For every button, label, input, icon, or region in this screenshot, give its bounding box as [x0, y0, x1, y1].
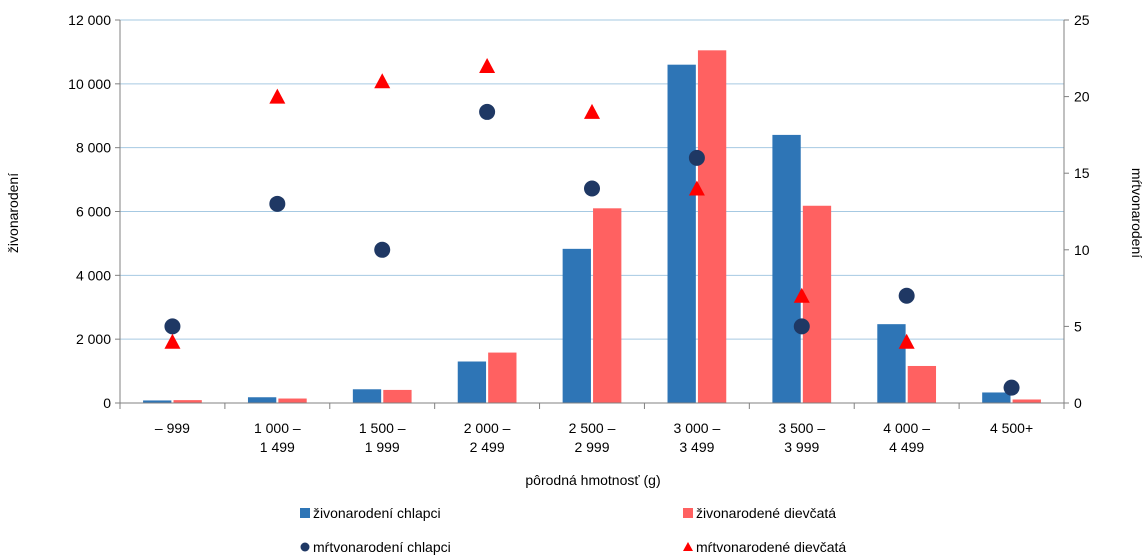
bar-girls-live	[173, 400, 202, 403]
bar-girls-live	[593, 208, 622, 403]
x-tick-label: 2 000 –2 499	[464, 420, 511, 455]
legend-swatch-boys-live	[300, 508, 310, 518]
bar-girls-live	[802, 205, 832, 403]
bar-boys-live	[562, 248, 591, 403]
y2-tick-label: 25	[1074, 12, 1090, 28]
y2-tick-label: 10	[1074, 242, 1090, 258]
point-boys-stillborn	[793, 318, 810, 335]
y-tick-label: 2 000	[76, 331, 111, 347]
x-tick-label: 2 500 –2 999	[569, 420, 616, 455]
x-tick-label: 1 500 –1 999	[359, 420, 406, 455]
bar-boys-live	[877, 324, 906, 403]
point-boys-stillborn	[374, 241, 391, 258]
point-boys-stillborn	[584, 180, 600, 197]
point-girls-stillborn	[793, 287, 810, 303]
point-girls-stillborn	[164, 333, 181, 349]
y2-axis-title: mŕtvonarodení	[1129, 168, 1145, 258]
y-axis-title: živonarodení	[5, 173, 21, 253]
y2-tick-label: 20	[1074, 89, 1090, 105]
x-tick-label: 3 000 –3 499	[674, 420, 721, 455]
bar-boys-live	[772, 134, 801, 403]
y-tick-label: 8 000	[76, 140, 111, 156]
bar-boys-live	[247, 397, 277, 403]
point-girls-stillborn	[898, 333, 915, 349]
legend: živonarodení chlapci živonarodené dievča…	[300, 505, 846, 555]
point-boys-stillborn	[1003, 379, 1020, 396]
bar-boys-live	[982, 392, 1011, 403]
x-axis-title: pôrodná hmotnosť (g)	[525, 472, 660, 488]
bar-boys-live	[457, 361, 487, 403]
bar-girls-live	[383, 389, 412, 403]
legend-label-girls-live: živonarodené dievčatá	[696, 505, 836, 521]
legend-marker-boys-stillborn	[300, 542, 310, 552]
point-boys-stillborn	[898, 287, 915, 304]
bar-boys-live	[352, 389, 382, 403]
y2-tick-label: 5	[1074, 318, 1082, 334]
bar-boys-live	[667, 64, 696, 403]
legend-marker-girls-stillborn	[683, 542, 693, 551]
y-tick-label: 4 000	[76, 267, 111, 283]
legend-label-girls-stillborn: mŕtvonarodené dievčatá	[696, 539, 846, 555]
point-boys-stillborn	[688, 149, 705, 166]
y-tick-label: 12 000	[68, 12, 111, 28]
point-boys-stillborn	[164, 318, 181, 335]
legend-label-boys-stillborn: mŕtvonarodení chlapci	[313, 539, 451, 555]
point-girls-stillborn	[269, 88, 286, 104]
y-tick-label: 10 000	[68, 76, 111, 92]
point-girls-stillborn	[584, 103, 600, 119]
point-boys-stillborn	[269, 195, 286, 212]
point-girls-stillborn	[479, 57, 496, 73]
legend-label-boys-live: živonarodení chlapci	[313, 505, 441, 521]
x-tick-label: 4 500+	[990, 420, 1033, 436]
legend-swatch-girls-live	[683, 508, 693, 518]
bar-girls-live	[697, 50, 727, 404]
x-tick-label: 3 500 –3 999	[778, 420, 825, 455]
point-girls-stillborn	[688, 180, 705, 196]
x-tick-label: 4 000 –4 499	[883, 420, 930, 455]
marker-layer	[164, 57, 1020, 396]
bar-girls-live	[1012, 399, 1041, 403]
bar-girls-live	[278, 398, 307, 403]
bar-boys-live	[143, 400, 172, 403]
axis-layer	[115, 19, 1069, 409]
y2-tick-label: 15	[1074, 165, 1090, 181]
label-layer: 0 2 000 4 000 6 000 8 000 10 000 12 000 0 5 10 15 2…	[68, 12, 1090, 455]
bar-girls-live	[907, 365, 937, 403]
x-tick-label: 1 000 –1 499	[254, 420, 301, 455]
point-girls-stillborn	[374, 73, 391, 89]
bar-girls-live	[488, 352, 517, 403]
y-tick-label: 6 000	[76, 204, 111, 220]
bar-layer	[143, 50, 1041, 404]
point-boys-stillborn	[479, 103, 496, 120]
x-tick-label: – 999	[155, 420, 190, 436]
y2-tick-label: 0	[1074, 395, 1082, 411]
y-tick-label: 0	[103, 395, 111, 411]
grid-layer	[120, 19, 1064, 340]
